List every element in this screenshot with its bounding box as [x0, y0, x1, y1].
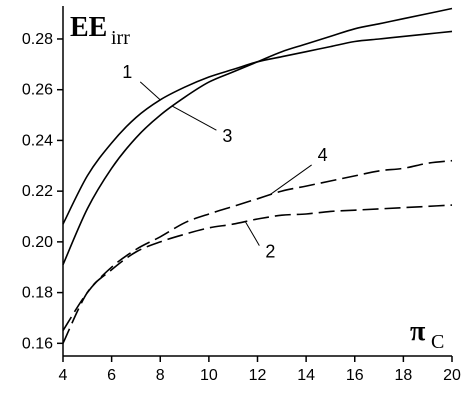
axes: 0.160.180.200.220.240.260.28 4 6 8 10 12 14 16… — [22, 6, 461, 384]
y-axis-title: EE irr — [70, 12, 130, 49]
y-tick-label: 0.18 — [22, 285, 53, 302]
y-tick-label: 0.28 — [22, 31, 53, 48]
annotation-layer: 1 3 4 2 — [122, 62, 327, 262]
x-tick-label: 12 — [249, 367, 267, 384]
x-tick-label: 6 — [107, 367, 116, 384]
y-tick-label: 0.24 — [22, 132, 53, 149]
series-4-line — [62, 159, 453, 332]
x-ticks: 4 6 8 10 12 14 16 18 20 — [59, 356, 461, 384]
series-3-line — [62, 7, 453, 266]
x-tick-label: 20 — [443, 367, 461, 384]
x-tick-label: 18 — [394, 367, 412, 384]
curve-2-leader-line — [244, 221, 260, 246]
series-1-line — [62, 30, 453, 225]
y-tick-label: 0.26 — [22, 82, 53, 99]
y-tick-label: 0.22 — [22, 183, 53, 200]
curve-4-leader-line — [269, 164, 312, 196]
curve-4-label: 4 — [318, 145, 328, 165]
y-tick-label: 0.16 — [22, 335, 53, 352]
x-axis-title-sub: C — [431, 331, 444, 353]
y-tick-label: 0.20 — [22, 234, 53, 251]
y-axis-title-main: EE — [70, 12, 107, 43]
series-layer — [62, 7, 453, 344]
x-tick-label: 14 — [297, 367, 315, 384]
x-axis-title: π C — [410, 316, 444, 353]
x-tick-label: 10 — [200, 367, 218, 384]
x-tick-label: 8 — [156, 367, 165, 384]
series-2-line — [62, 204, 453, 344]
x-tick-label: 16 — [346, 367, 364, 384]
curve-1-leader-line — [139, 81, 161, 101]
curve-2-label: 2 — [265, 242, 275, 262]
curve-1-label: 1 — [122, 62, 132, 82]
x-axis-title-main: π — [410, 316, 426, 347]
x-tick-label: 4 — [59, 367, 68, 384]
y-ticks: 0.16 0.18 0.20 0.22 0.24 0.26 0.28 — [22, 31, 63, 352]
curve-3-label: 3 — [222, 126, 232, 146]
curve-3-leader-line — [172, 105, 217, 131]
y-axis-title-sub: irr — [111, 27, 130, 49]
